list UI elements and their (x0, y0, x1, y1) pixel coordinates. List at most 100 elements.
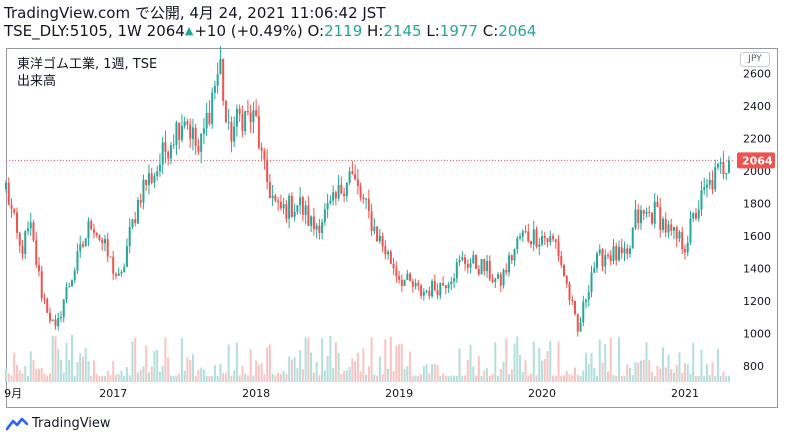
candle-body (136, 200, 139, 224)
candle-body (43, 298, 46, 300)
volume-bar (480, 375, 483, 382)
volume-bar (186, 357, 189, 382)
candle-body (565, 275, 568, 284)
candle-body (590, 272, 593, 293)
candle-body (340, 184, 343, 194)
volume-bar (637, 362, 640, 382)
volume-bar (497, 375, 500, 382)
candle-body (497, 274, 500, 279)
candles-layer (5, 46, 730, 337)
volume-bar (332, 368, 335, 382)
chart-frame (6, 48, 778, 408)
volume-bar (532, 341, 535, 382)
volume-bar (142, 366, 145, 382)
volume-bar (653, 375, 656, 382)
volume-bar (491, 373, 494, 382)
candle-body (84, 238, 87, 247)
candle-body (18, 232, 21, 246)
volume-bar (549, 340, 552, 382)
volume-bar (667, 354, 670, 382)
candle-body (200, 133, 203, 152)
volume-bar (634, 362, 637, 382)
candle-body (197, 145, 200, 152)
tradingview-logo-icon (6, 417, 28, 430)
candle-body (142, 179, 145, 203)
candle-body (46, 299, 49, 313)
candle-body (461, 257, 464, 261)
volume-bar (656, 365, 659, 382)
candle-body (648, 212, 651, 214)
volume-bar (323, 370, 326, 382)
volume-bar (483, 370, 486, 382)
x-tick-label: 2021 (671, 387, 699, 400)
volume-bar (227, 344, 230, 382)
candle-body (574, 300, 577, 314)
volume-bar (260, 363, 263, 382)
volume-bar (502, 361, 505, 382)
y-tick-label: 2400 (743, 100, 771, 113)
candle-body (631, 228, 634, 249)
volume-bar (18, 370, 21, 382)
volume-bar (46, 375, 49, 382)
candle-body (310, 216, 313, 226)
tradingview-logo[interactable]: TradingView (6, 416, 111, 431)
candle-body (670, 224, 673, 231)
candle-body (37, 264, 40, 272)
candle-body (499, 274, 502, 286)
volume-bar (205, 375, 208, 382)
x-tick-label: 2019 (385, 387, 413, 400)
candle-body (172, 144, 175, 146)
candle-body (414, 282, 417, 287)
volume-bar (648, 360, 651, 382)
candle-body (508, 255, 511, 273)
volume-bar (365, 374, 368, 382)
candle-body (431, 281, 434, 297)
volume-bar (431, 364, 434, 382)
volume-bar (21, 373, 24, 382)
volume-bar (238, 375, 241, 382)
candle-body (417, 282, 420, 286)
candle-body (541, 235, 544, 245)
volume-bar (134, 337, 137, 382)
candle-body (466, 263, 469, 268)
candle-body (708, 179, 711, 185)
volume-bar (345, 370, 348, 382)
volume-bar (705, 364, 708, 382)
candle-body (334, 192, 337, 199)
volume-bar (329, 335, 332, 382)
candle-body (582, 301, 585, 323)
y-tick-label: 2600 (743, 67, 771, 80)
volume-bar (164, 337, 167, 382)
volume-bar (617, 337, 620, 382)
volume-bar (639, 360, 642, 382)
volume-bar (222, 372, 225, 382)
volume-bar (642, 359, 645, 382)
volume-bar (310, 352, 313, 382)
volume-bar (54, 336, 57, 382)
candle-body (288, 195, 291, 219)
volume-bar (376, 375, 379, 382)
candle-body (392, 263, 395, 269)
volume-bar (249, 348, 252, 382)
candle-body (315, 225, 318, 230)
candle-body (381, 235, 384, 247)
volume-bar (672, 372, 675, 382)
candle-body (307, 205, 310, 226)
candle-body (145, 179, 148, 185)
candle-body (678, 231, 681, 239)
volume-bar (274, 375, 277, 382)
volume-bar (156, 349, 159, 382)
volume-bar (194, 375, 197, 382)
volume-bar (296, 368, 299, 382)
candle-body (24, 231, 27, 255)
candle-body (274, 195, 277, 201)
candle-body (549, 235, 552, 243)
volume-bar (76, 362, 79, 382)
candle-body (249, 112, 252, 123)
candle-body (131, 219, 134, 228)
volume-bar (216, 375, 219, 382)
candle-body (681, 231, 684, 250)
currency-badge[interactable]: JPY (740, 52, 770, 67)
volume-bar (279, 374, 282, 382)
